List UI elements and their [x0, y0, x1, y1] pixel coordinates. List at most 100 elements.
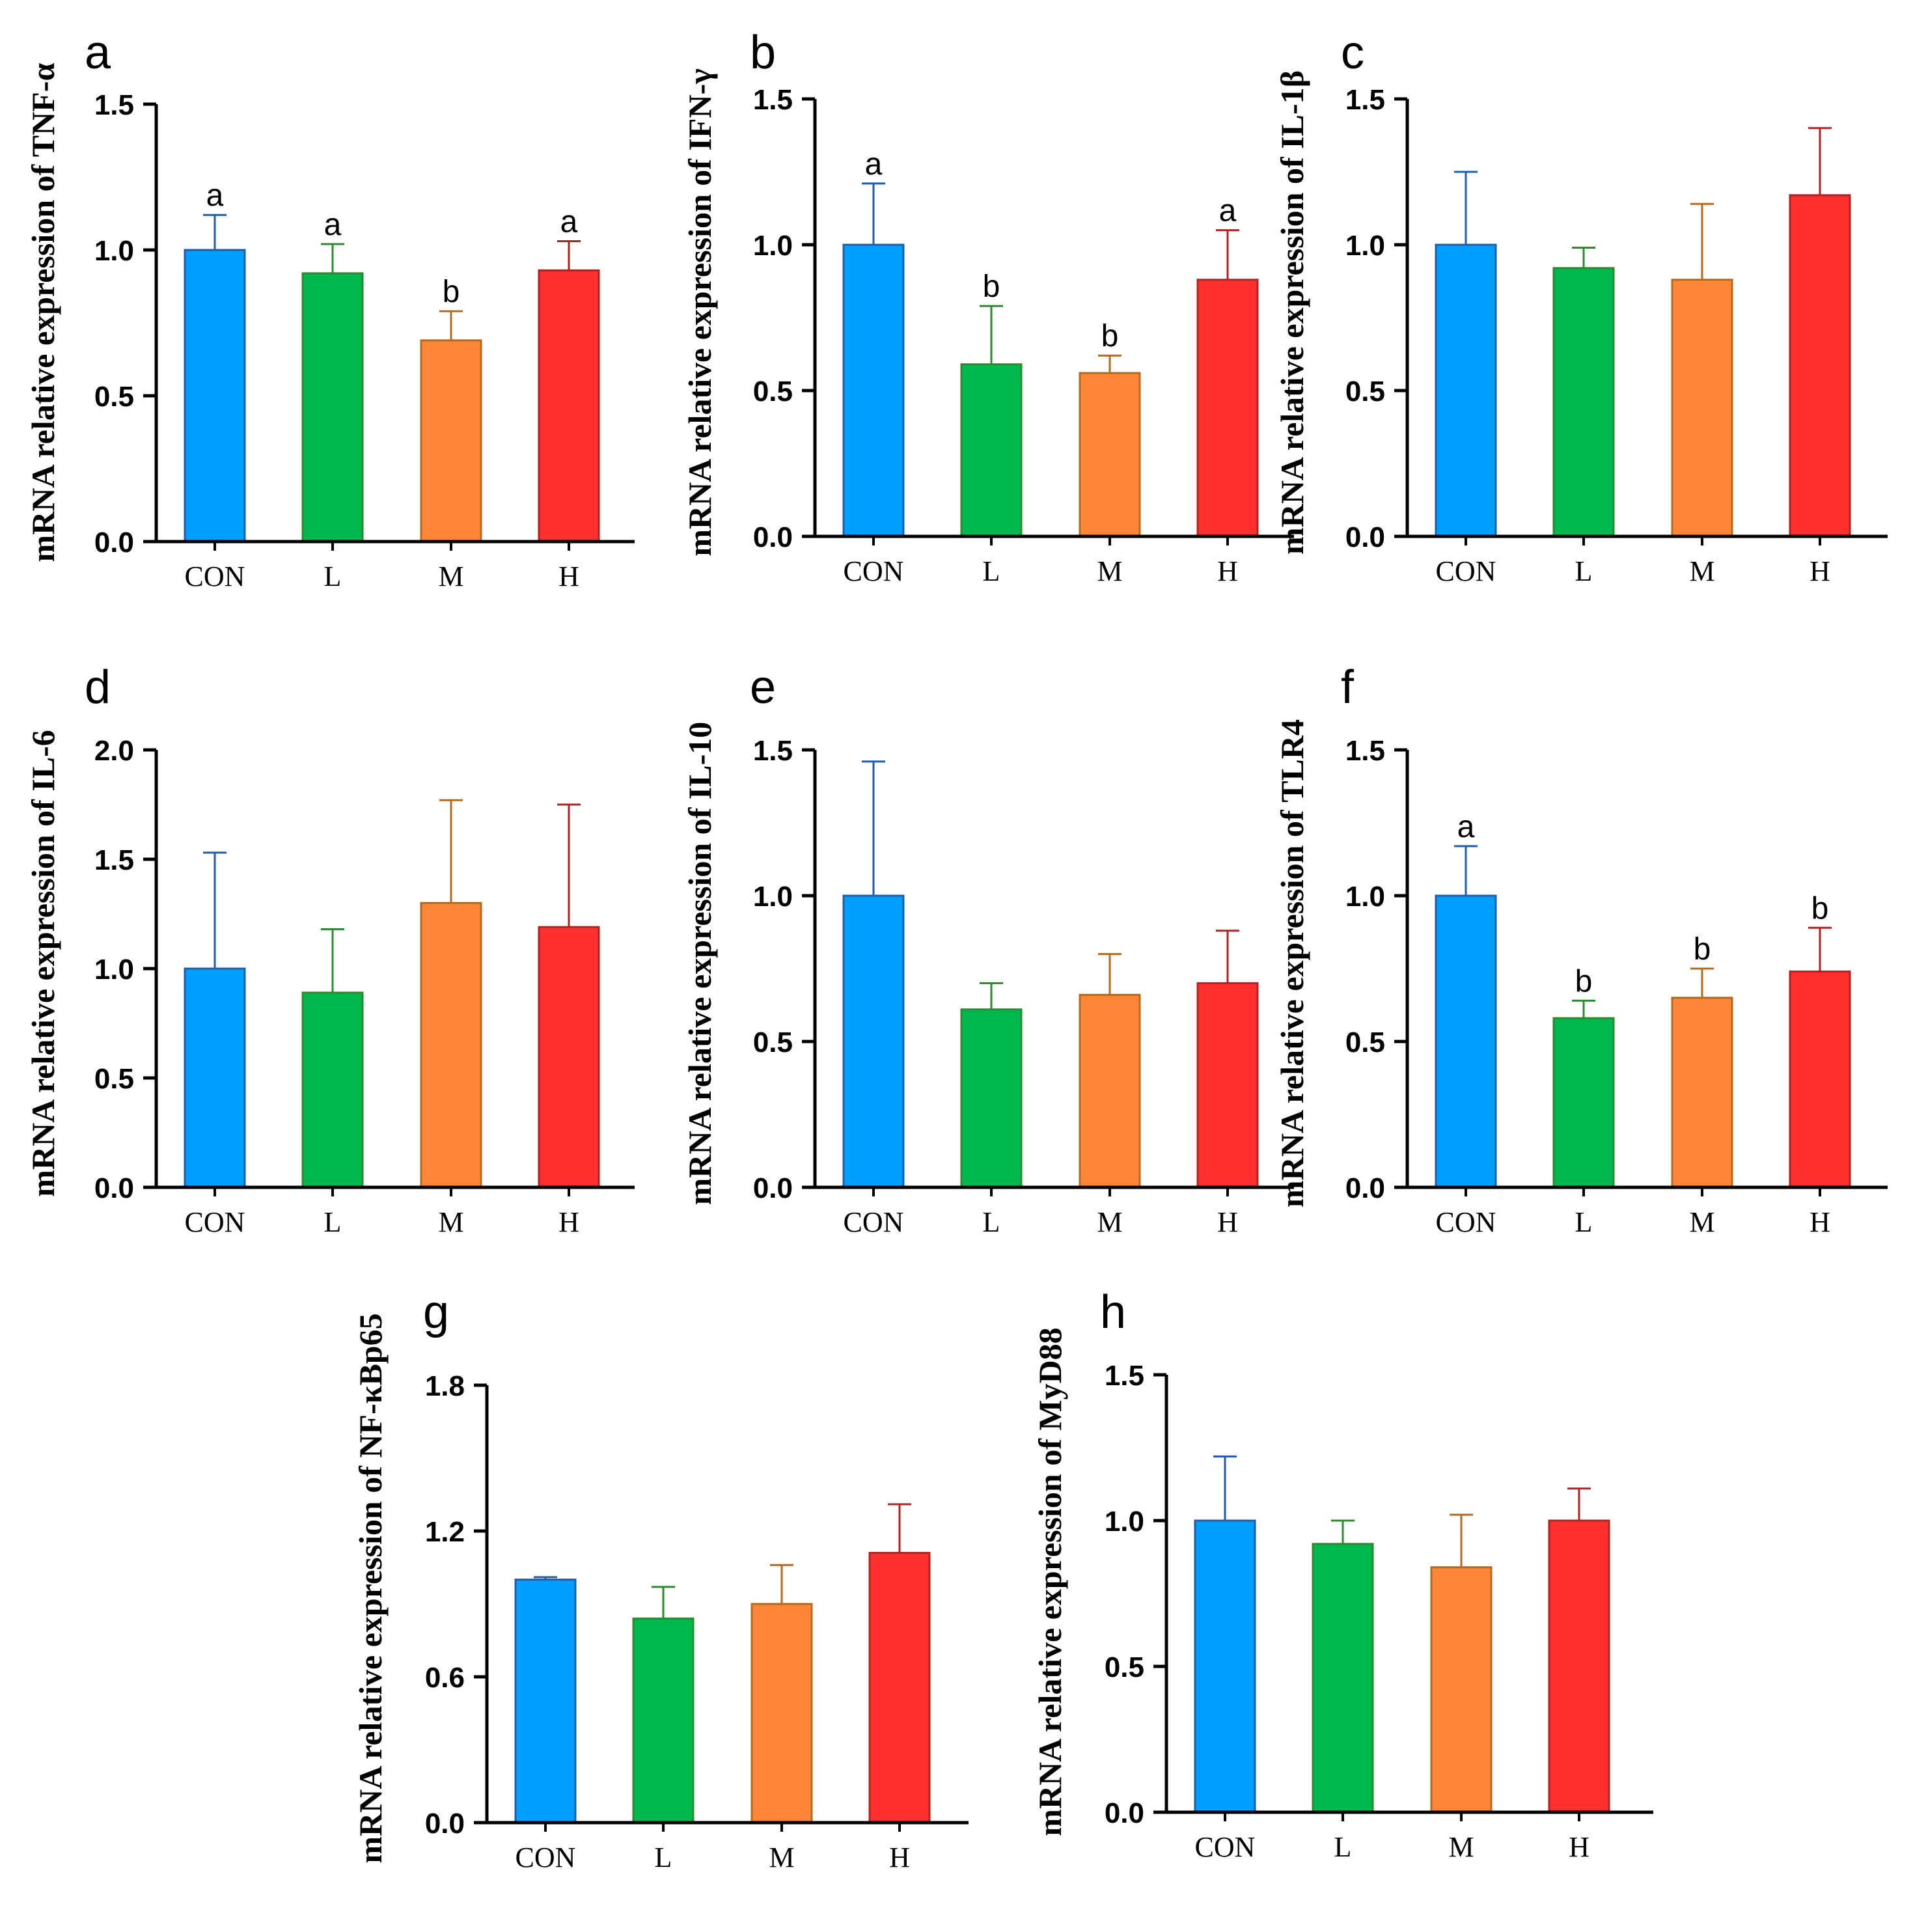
x-tick-label-H: H: [558, 1206, 579, 1238]
chart-panel-g: g mRNA relative expression of NF-κBp65 CON…: [352, 1286, 969, 1873]
bar-H: [538, 269, 600, 543]
y-tick-label: 0.0: [94, 1172, 134, 1204]
y-tick-label: 1.0: [1345, 230, 1385, 262]
x-tick-label-M: M: [438, 560, 463, 592]
panel-letter: a: [85, 27, 111, 79]
bar-CON: [1435, 243, 1497, 538]
bar-M: [750, 1603, 813, 1824]
x-tick-label-CON: CON: [844, 1206, 904, 1238]
bar-CON: [1194, 1519, 1256, 1814]
panel-letter: g: [423, 1286, 449, 1338]
x-tick-label-CON: CON: [185, 560, 245, 592]
y-tick-label: 1.0: [753, 230, 793, 262]
significance-label-H: a: [560, 205, 578, 240]
y-tick-label: 1.5: [1345, 84, 1385, 116]
panel-letter: e: [750, 661, 776, 713]
y-tick-label: 0.5: [1345, 1027, 1385, 1058]
x-tick-label-M: M: [1448, 1831, 1474, 1863]
x-tick-label-L: L: [655, 1842, 672, 1873]
y-tick-label: 1.2: [425, 1516, 465, 1548]
x-tick-label-L: L: [1575, 1206, 1593, 1238]
y-tick-label: 0.0: [425, 1808, 465, 1840]
y-tick-label: 0.5: [94, 1063, 134, 1095]
y-axis-label: mRNA relative expression of IFN-γ: [681, 68, 718, 556]
y-tick-label: 0.5: [753, 376, 793, 407]
y-axis-label: mRNA relative expression of TLR4: [1274, 719, 1310, 1208]
bar-M: [1671, 997, 1733, 1189]
x-tick-label-H: H: [558, 560, 579, 592]
significance-label-L: b: [983, 269, 1000, 304]
y-tick-label: 1.0: [94, 235, 134, 267]
bar-M: [1079, 372, 1141, 538]
x-tick-label-CON: CON: [185, 1206, 245, 1238]
bar-L: [960, 363, 1023, 538]
bar-L: [632, 1617, 695, 1824]
bar-L: [960, 1008, 1023, 1189]
y-tick-label: 0.0: [1105, 1797, 1144, 1829]
y-axis-label: mRNA relative expression of NF-κBp65: [352, 1313, 389, 1863]
bar-CON: [514, 1579, 577, 1824]
y-axis-label: mRNA relative expression of IL-10: [681, 722, 718, 1206]
bar-H: [868, 1552, 931, 1824]
y-tick-label: 0.6: [425, 1662, 465, 1694]
significance-label-CON: a: [206, 178, 224, 213]
bar-L: [1312, 1543, 1374, 1814]
x-tick-label-M: M: [1689, 1206, 1714, 1238]
x-tick-label-L: L: [983, 1206, 1000, 1238]
x-tick-label-L: L: [324, 560, 342, 592]
x-tick-label-M: M: [438, 1206, 463, 1238]
panel-letter: d: [85, 661, 111, 713]
y-tick-label: 0.0: [94, 527, 134, 559]
x-tick-label-M: M: [769, 1842, 794, 1873]
bar-L: [1552, 267, 1615, 538]
bar-M: [420, 339, 482, 543]
y-tick-label: 1.0: [1345, 881, 1385, 913]
bar-H: [1548, 1519, 1610, 1814]
significance-label-M: b: [1694, 932, 1711, 967]
x-tick-label-CON: CON: [1436, 1206, 1496, 1238]
y-tick-label: 1.5: [1105, 1360, 1144, 1392]
bar-L: [301, 272, 364, 543]
y-tick-label: 1.5: [94, 844, 134, 876]
x-tick-label-H: H: [1217, 555, 1238, 587]
x-tick-label-H: H: [1217, 1206, 1238, 1238]
y-tick-label: 1.5: [1345, 735, 1385, 767]
x-tick-label-H: H: [1569, 1831, 1590, 1863]
x-tick-label-L: L: [1575, 555, 1593, 587]
panel-letter: b: [750, 27, 776, 79]
panel-letter: f: [1341, 661, 1355, 713]
chart-panel-a: a mRNA relative expression of TNF-α a CON a L…: [25, 27, 635, 592]
x-tick-label-L: L: [324, 1206, 342, 1238]
x-tick-label-CON: CON: [844, 555, 904, 587]
y-axis-label: mRNA relative expression of MyD88: [1032, 1327, 1068, 1836]
significance-label-CON: a: [1457, 810, 1475, 844]
x-tick-label-CON: CON: [1436, 555, 1496, 587]
y-tick-label: 0.0: [753, 521, 793, 553]
bar-M: [420, 902, 482, 1189]
y-tick-label: 0.0: [1345, 1172, 1385, 1204]
significance-label-L: b: [1575, 964, 1593, 999]
significance-label-M: b: [1101, 319, 1119, 353]
chart-panel-e: e mRNA relative expression of IL-10 CON L M H…: [681, 661, 1294, 1238]
y-tick-label: 0.0: [753, 1172, 793, 1204]
x-tick-label-M: M: [1689, 555, 1714, 587]
bar-CON: [842, 894, 905, 1189]
bar-CON: [842, 243, 905, 538]
chart-panel-d: d mRNA relative expression of IL-6 CON L M H 0…: [25, 661, 635, 1238]
chart-panel-h: h mRNA relative expression of MyD88 CON L M H…: [1032, 1286, 1653, 1863]
x-tick-label-L: L: [983, 555, 1000, 587]
y-tick-label: 1.0: [753, 881, 793, 913]
x-tick-label-L: L: [1334, 1831, 1352, 1863]
y-tick-label: 1.5: [753, 84, 793, 116]
bar-H: [1789, 970, 1851, 1189]
x-tick-label-M: M: [1097, 555, 1122, 587]
bar-L: [1552, 1017, 1615, 1189]
y-axis-label: mRNA relative expression of TNF-α: [25, 63, 61, 562]
y-tick-label: 0.5: [1345, 376, 1385, 407]
y-axis-label: mRNA relative expression of IL-6: [25, 730, 61, 1197]
y-tick-label: 2.0: [94, 735, 134, 767]
y-tick-label: 1.8: [425, 1370, 465, 1402]
bar-CON: [184, 249, 246, 543]
bar-H: [1789, 194, 1851, 538]
